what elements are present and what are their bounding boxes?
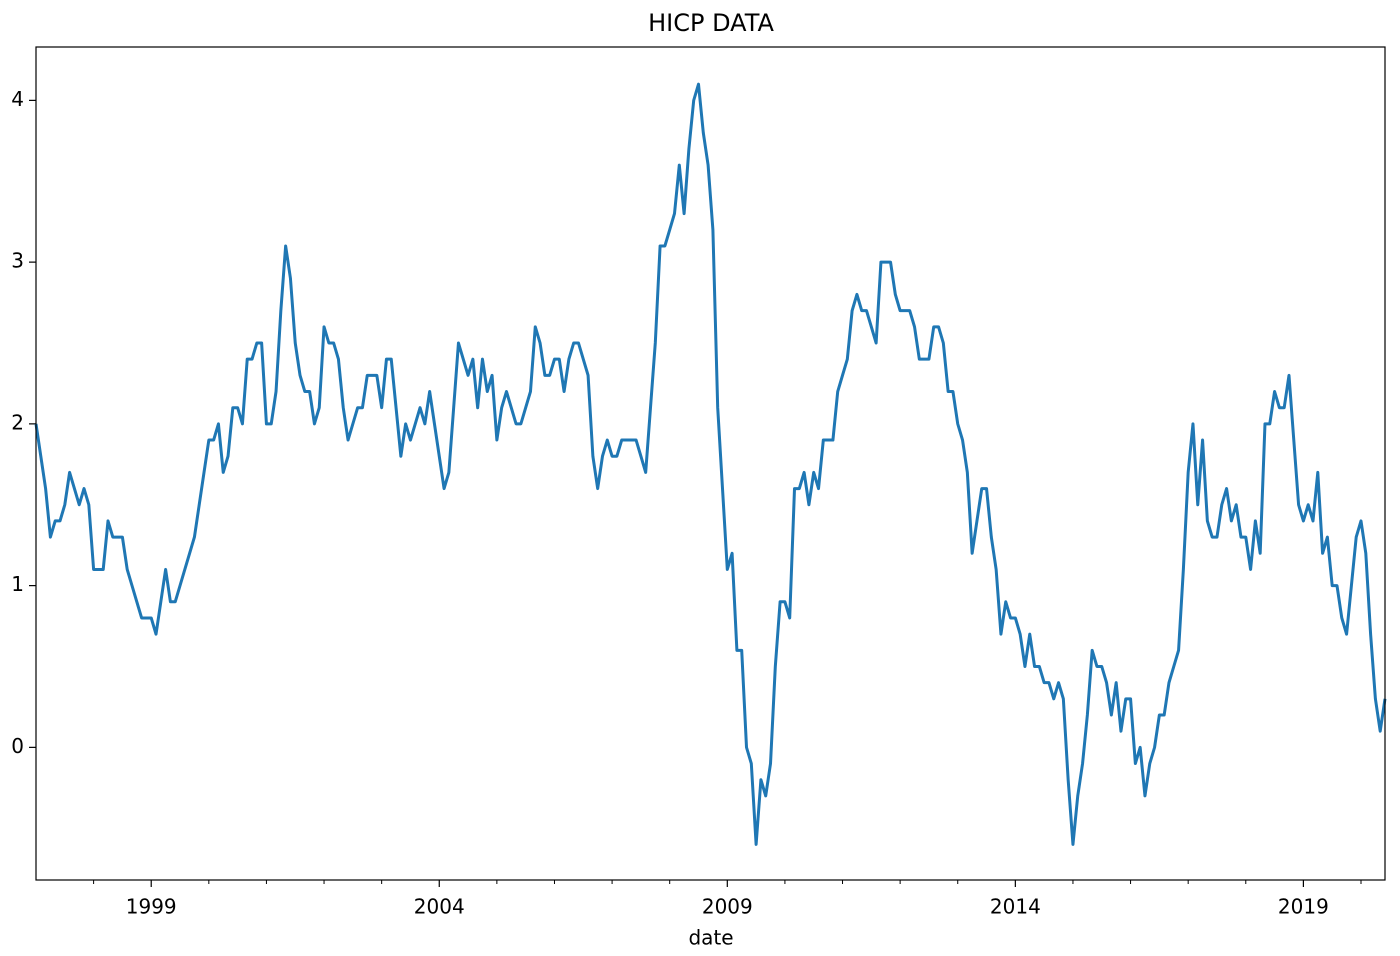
x-tick-label: 2004	[414, 895, 465, 919]
chart-title: HICP DATA	[648, 9, 774, 37]
x-tick-label: 2014	[990, 895, 1041, 919]
x-axis-label: date	[688, 926, 733, 950]
x-tick-label: 1999	[126, 895, 177, 919]
y-tick-label: 4	[11, 87, 24, 111]
y-tick-label: 2	[11, 410, 24, 434]
x-tick-label: 2019	[1278, 895, 1329, 919]
y-tick-label: 1	[11, 572, 24, 596]
y-tick-label: 3	[11, 249, 24, 273]
plot-frame	[35, 46, 1386, 881]
y-tick-label: 0	[11, 734, 24, 758]
x-tick-label: 2009	[702, 895, 753, 919]
data-line	[34, 82, 1387, 846]
